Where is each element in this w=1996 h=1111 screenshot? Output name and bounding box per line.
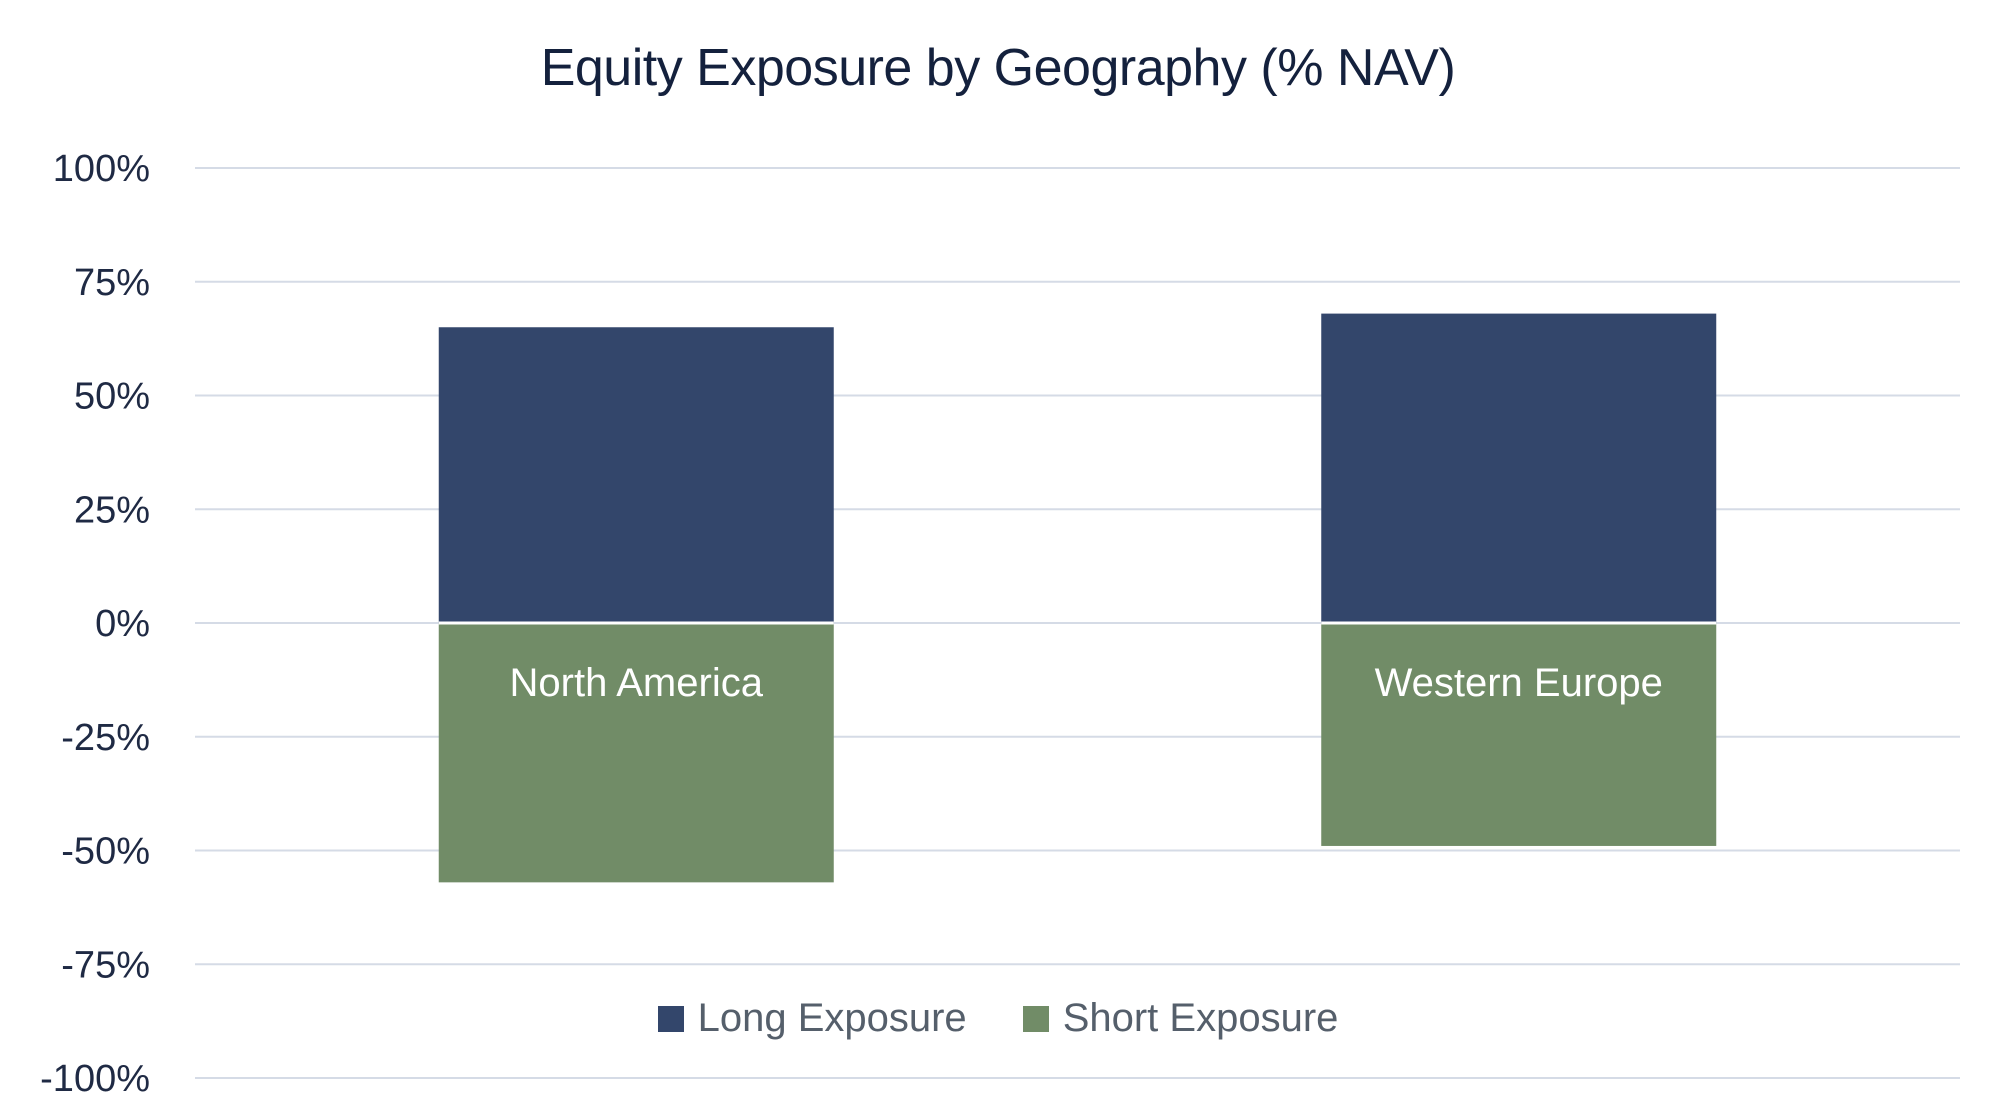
legend-label-long: Long Exposure: [697, 996, 967, 1040]
legend-item-short: Short Exposure: [1022, 996, 1339, 1041]
category-label: North America: [510, 661, 764, 705]
bar-short-1: [1321, 623, 1717, 846]
legend-label-short: Short Exposure: [1062, 996, 1339, 1040]
y-tick-label: -100%: [40, 1058, 150, 1100]
y-tick-label: 50%: [74, 376, 150, 418]
legend-swatch-short: [1022, 1005, 1049, 1032]
y-tick-label: -25%: [61, 717, 150, 759]
bar-long-1: [1321, 313, 1717, 623]
chart-legend: Long Exposure Short Exposure: [0, 996, 1996, 1041]
y-tick-label: -50%: [61, 831, 150, 873]
y-tick-label: 100%: [53, 148, 150, 190]
legend-item-long: Long Exposure: [657, 996, 967, 1041]
legend-swatch-long: [657, 1005, 684, 1032]
chart-title: Equity Exposure by Geography (% NAV): [540, 39, 1456, 97]
y-tick-label: 75%: [74, 262, 150, 304]
y-tick-label: 0%: [95, 603, 150, 645]
category-label: Western Europe: [1375, 661, 1663, 705]
y-tick-label: 25%: [74, 489, 150, 531]
bar-short-0: [438, 623, 834, 883]
bar-long-0: [438, 327, 834, 623]
y-tick-label: -75%: [61, 944, 150, 986]
